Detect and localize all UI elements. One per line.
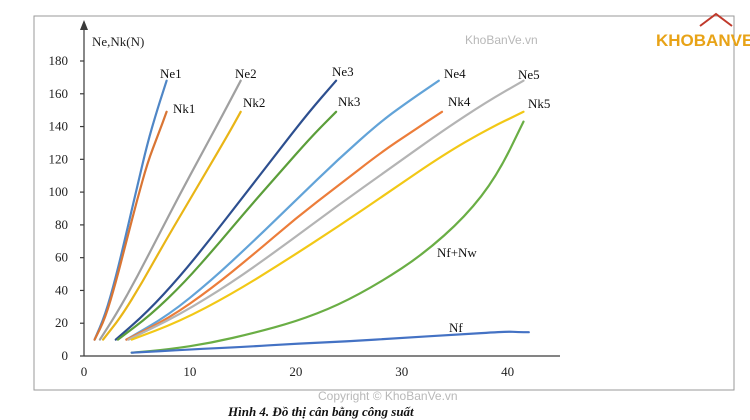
watermark-text: KhoBanVe.vn: [465, 33, 538, 47]
brand-name: KHOBANVE: [656, 31, 750, 50]
x-tick-label: 20: [289, 364, 302, 379]
series-line-ne2: [98, 79, 242, 341]
series-label-ne1: Ne1: [160, 66, 182, 81]
series-label-nk2: Nk2: [243, 95, 265, 110]
y-tick-label: 20: [55, 315, 68, 330]
series-line-nk1: [93, 110, 168, 341]
series-line-ne5: [127, 79, 525, 341]
y-tick-label: 80: [55, 217, 68, 232]
y-tick-label: 160: [49, 86, 69, 101]
brand-logo: KHOBANVE: [656, 12, 750, 50]
series-line-nf: [130, 330, 530, 354]
y-tick-label: 120: [49, 151, 69, 166]
x-tick-label: 10: [183, 364, 196, 379]
figure-caption: Hình 4. Đồ thị cân bằng công suất: [227, 404, 414, 419]
series-label-nf: Nf: [449, 320, 463, 335]
series-label-nk5: Nk5: [528, 96, 550, 111]
series-label-ne2: Ne2: [235, 66, 257, 81]
y-tick-label: 60: [55, 250, 68, 265]
series-label-ne4: Ne4: [444, 66, 466, 81]
series-label-nk1: Nk1: [173, 101, 195, 116]
y-axis-title: Ne,Nk(N): [92, 34, 144, 49]
series-line-nf-nw: [130, 120, 525, 354]
series-line-nk2: [102, 110, 242, 341]
brand-roof-icon: [699, 12, 733, 27]
y-axis-arrow-icon: [80, 20, 88, 30]
x-tick-label: 30: [395, 364, 408, 379]
x-tick-label: 40: [501, 364, 514, 379]
series-line-ne3: [114, 79, 338, 341]
series-label-nk3: Nk3: [338, 94, 360, 109]
y-tick-label: 40: [55, 282, 68, 297]
axes: Ne,Nk(N) 0 20 40 60 80 100 120 140 160 180 0 10 20 30 4…: [49, 20, 560, 379]
series-label-nk4: Nk4: [448, 94, 471, 109]
series-line-nk5: [130, 110, 525, 341]
series-line-ne4: [125, 79, 440, 341]
y-tick-label: 180: [49, 53, 69, 68]
footer-copyright: Copyright © KhoBanVe.vn: [318, 389, 458, 403]
series-label-ne3: Ne3: [332, 64, 354, 79]
y-tick-label: 140: [49, 119, 69, 134]
y-tick-label: 0: [62, 348, 69, 363]
x-tick-label: 0: [81, 364, 88, 379]
y-tick-label: 100: [49, 184, 69, 199]
series-layer: [93, 79, 530, 354]
series-label-nf-nw: Nf+Nw: [437, 245, 477, 260]
series-label-ne5: Ne5: [518, 67, 540, 82]
series-line-nk4: [125, 110, 444, 341]
series-line-nk3: [116, 110, 338, 341]
